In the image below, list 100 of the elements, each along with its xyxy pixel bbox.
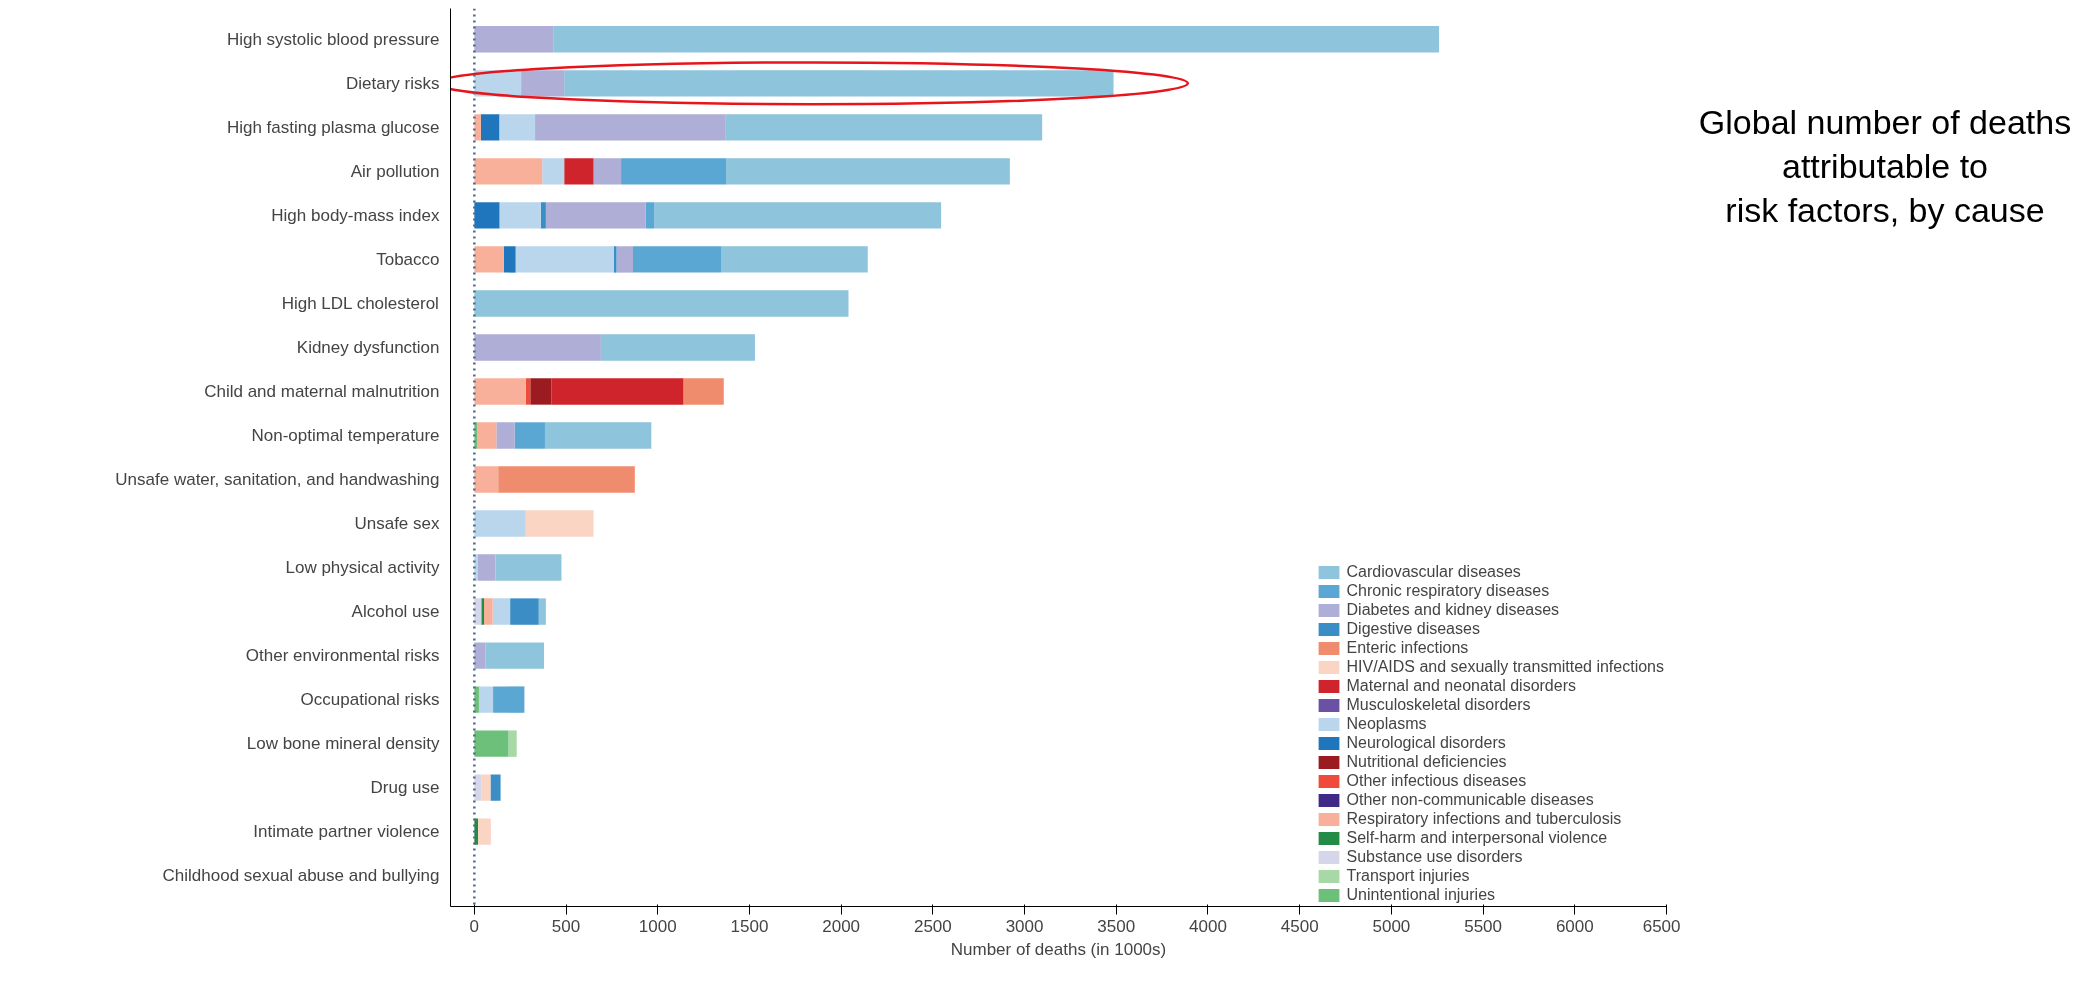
y-tick-label: Air pollution xyxy=(350,161,440,181)
legend-label: Other non-communicable diseases xyxy=(1346,791,1594,809)
legend-label: Unintentional injuries xyxy=(1346,886,1496,904)
x-tick-label: 4000 xyxy=(1189,916,1227,936)
bar xyxy=(474,334,601,361)
bar xyxy=(474,730,509,757)
bar xyxy=(538,598,546,625)
bar xyxy=(535,114,726,141)
x-axis-title: Number of deaths (in 1000s) xyxy=(950,939,1167,959)
bar xyxy=(478,554,496,581)
x-tick-label: 3000 xyxy=(1005,916,1044,936)
bar xyxy=(481,774,491,801)
y-tick-label: Other environmental risks xyxy=(245,646,440,666)
y-tick-label: Alcohol use xyxy=(351,602,440,622)
bar xyxy=(521,70,565,97)
legend-label: Enteric infections xyxy=(1346,639,1469,657)
bar xyxy=(600,334,755,361)
x-tick-label: 1000 xyxy=(638,916,677,936)
y-tick-label: Occupational risks xyxy=(300,690,440,710)
x-tick-label: 5000 xyxy=(1372,916,1411,936)
y-tick-label: High systolic blood pressure xyxy=(226,29,440,49)
bar xyxy=(474,378,526,405)
legend-label: Digestive diseases xyxy=(1346,620,1480,638)
bar xyxy=(474,26,554,53)
y-tick-label: Unsafe water, sanitation, and handwashing xyxy=(115,470,440,490)
y-tick-label: Low bone mineral density xyxy=(246,734,440,754)
bar xyxy=(542,158,565,185)
legend-label: Substance use disorders xyxy=(1346,848,1523,866)
bar xyxy=(474,598,482,625)
bar xyxy=(493,686,525,713)
bar xyxy=(481,598,485,625)
legend-label: Neurological disorders xyxy=(1346,734,1506,752)
y-tick-label: Drug use xyxy=(370,778,440,798)
y-tick-label: Unsafe sex xyxy=(354,514,440,534)
bar xyxy=(551,378,684,405)
bar xyxy=(503,246,516,273)
bar xyxy=(492,598,511,625)
bar xyxy=(645,202,655,229)
bar xyxy=(726,158,1010,185)
bar xyxy=(499,202,541,229)
legend-label: Maternal and neonatal disorders xyxy=(1346,677,1576,695)
bar xyxy=(721,246,868,273)
legend-label: Diabetes and kidney diseases xyxy=(1346,601,1560,619)
bar xyxy=(474,202,500,229)
y-tick-label: Intimate partner violence xyxy=(253,822,440,842)
bar xyxy=(632,246,722,273)
y-tick-label: High LDL cholesterol xyxy=(281,293,439,313)
y-tick-label: Kidney dysfunction xyxy=(296,337,440,357)
bar xyxy=(474,510,526,537)
x-tick-label: 1500 xyxy=(730,916,769,936)
bar xyxy=(508,730,517,757)
bar xyxy=(478,686,494,713)
legend-label: Chronic respiratory diseases xyxy=(1346,582,1550,600)
legend-label: Musculoskeletal disorders xyxy=(1346,696,1531,714)
x-tick-label: 500 xyxy=(551,916,581,936)
bar xyxy=(499,114,536,141)
bar xyxy=(474,290,849,317)
legend-label: Neoplasms xyxy=(1346,715,1427,733)
bar xyxy=(490,774,501,801)
y-tick-label: High fasting plasma glucose xyxy=(226,117,440,137)
bar xyxy=(545,202,646,229)
y-tick-label: High body-mass index xyxy=(271,205,440,225)
bar xyxy=(478,818,491,845)
bar xyxy=(544,422,652,449)
legend-label: Respiratory infections and tuberculosis xyxy=(1346,810,1622,828)
x-tick-label: 4500 xyxy=(1280,916,1319,936)
bar xyxy=(480,114,500,141)
y-tick-label: Childhood sexual abuse and bullying xyxy=(162,866,440,886)
x-tick-label: 5500 xyxy=(1464,916,1503,936)
bar xyxy=(477,422,497,449)
bar xyxy=(474,466,499,493)
bar xyxy=(514,422,545,449)
bar xyxy=(498,466,635,493)
legend-label: Cardiovascular diseases xyxy=(1346,563,1521,581)
y-tick-label: Non-optimal temperature xyxy=(251,425,440,445)
bar xyxy=(564,158,594,185)
legend-label: Self-harm and interpersonal violence xyxy=(1346,829,1608,847)
bar xyxy=(495,554,562,581)
y-tick-label: Dietary risks xyxy=(345,73,440,93)
x-tick-label: 6000 xyxy=(1555,916,1594,936)
bar xyxy=(484,598,493,625)
bar xyxy=(525,510,594,537)
y-tick-label: Child and maternal malnutrition xyxy=(204,381,440,401)
bar xyxy=(474,158,543,185)
x-tick-label: 2000 xyxy=(822,916,861,936)
y-tick-label: Low physical activity xyxy=(285,558,440,578)
legend-label: Other infectious diseases xyxy=(1346,772,1527,790)
bar xyxy=(540,202,546,229)
x-tick-label: 3500 xyxy=(1097,916,1136,936)
y-tick-label: Tobacco xyxy=(376,249,440,269)
legend-label: Transport injuries xyxy=(1346,867,1470,885)
bar xyxy=(654,202,942,229)
bar xyxy=(621,158,727,185)
bar xyxy=(474,642,486,669)
bar xyxy=(485,642,545,669)
bar xyxy=(474,114,481,141)
bar xyxy=(510,598,539,625)
bar xyxy=(530,378,552,405)
bar xyxy=(564,70,1114,97)
bar xyxy=(474,246,504,273)
